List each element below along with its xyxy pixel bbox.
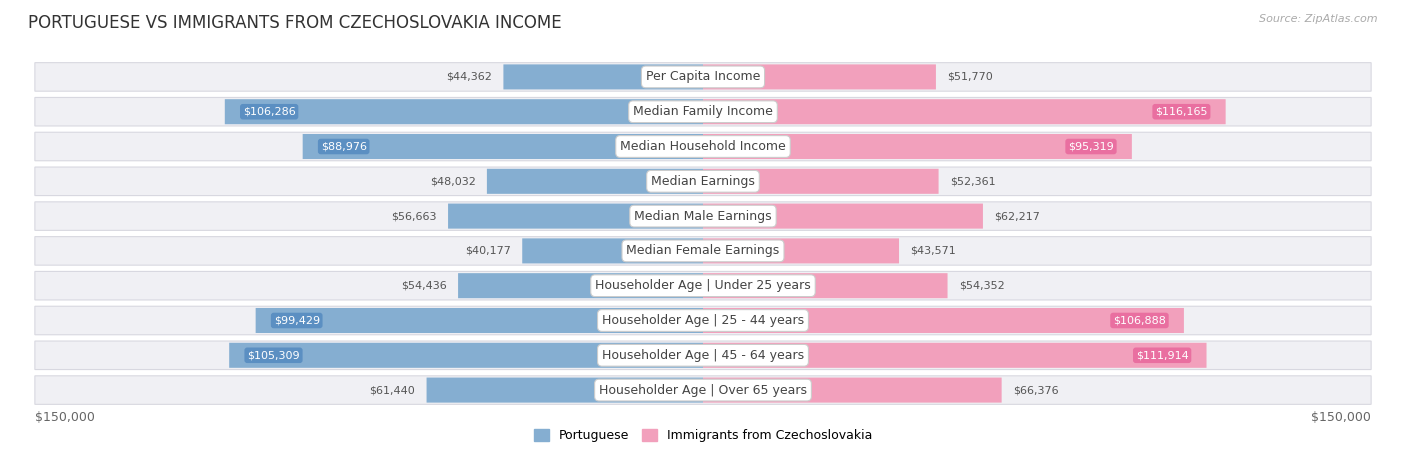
Text: Median Household Income: Median Household Income [620, 140, 786, 153]
FancyBboxPatch shape [35, 63, 1371, 91]
Text: $52,361: $52,361 [950, 177, 995, 186]
FancyBboxPatch shape [703, 343, 1206, 368]
FancyBboxPatch shape [703, 273, 948, 298]
Text: Median Female Earnings: Median Female Earnings [627, 244, 779, 257]
FancyBboxPatch shape [703, 238, 898, 263]
Legend: Portuguese, Immigrants from Czechoslovakia: Portuguese, Immigrants from Czechoslovak… [529, 425, 877, 447]
FancyBboxPatch shape [35, 167, 1371, 196]
FancyBboxPatch shape [703, 169, 939, 194]
Text: Median Family Income: Median Family Income [633, 105, 773, 118]
FancyBboxPatch shape [302, 134, 703, 159]
FancyBboxPatch shape [522, 238, 703, 263]
Text: $51,770: $51,770 [948, 72, 993, 82]
FancyBboxPatch shape [35, 237, 1371, 265]
FancyBboxPatch shape [35, 202, 1371, 230]
Text: $43,571: $43,571 [910, 246, 956, 256]
Text: $150,000: $150,000 [35, 411, 94, 424]
FancyBboxPatch shape [35, 306, 1371, 335]
Text: $54,352: $54,352 [959, 281, 1004, 290]
Text: $88,976: $88,976 [321, 142, 367, 151]
FancyBboxPatch shape [703, 64, 936, 90]
Text: $54,436: $54,436 [401, 281, 447, 290]
Text: Median Earnings: Median Earnings [651, 175, 755, 188]
Text: Householder Age | Over 65 years: Householder Age | Over 65 years [599, 383, 807, 396]
Text: $48,032: $48,032 [430, 177, 475, 186]
FancyBboxPatch shape [35, 376, 1371, 404]
Text: $61,440: $61,440 [370, 385, 415, 395]
FancyBboxPatch shape [35, 132, 1371, 161]
Text: $105,309: $105,309 [247, 350, 299, 360]
Text: $106,286: $106,286 [243, 107, 295, 117]
Text: Median Male Earnings: Median Male Earnings [634, 210, 772, 223]
FancyBboxPatch shape [703, 377, 1001, 403]
FancyBboxPatch shape [703, 134, 1132, 159]
Text: Householder Age | Under 25 years: Householder Age | Under 25 years [595, 279, 811, 292]
FancyBboxPatch shape [35, 271, 1371, 300]
Text: $99,429: $99,429 [274, 316, 319, 325]
Text: Source: ZipAtlas.com: Source: ZipAtlas.com [1260, 14, 1378, 24]
Text: Householder Age | 45 - 64 years: Householder Age | 45 - 64 years [602, 349, 804, 362]
Text: PORTUGUESE VS IMMIGRANTS FROM CZECHOSLOVAKIA INCOME: PORTUGUESE VS IMMIGRANTS FROM CZECHOSLOV… [28, 14, 562, 32]
FancyBboxPatch shape [486, 169, 703, 194]
FancyBboxPatch shape [703, 99, 1226, 124]
FancyBboxPatch shape [449, 204, 703, 229]
Text: $62,217: $62,217 [994, 211, 1040, 221]
FancyBboxPatch shape [35, 341, 1371, 369]
Text: $111,914: $111,914 [1136, 350, 1188, 360]
FancyBboxPatch shape [225, 99, 703, 124]
Text: Per Capita Income: Per Capita Income [645, 71, 761, 84]
FancyBboxPatch shape [703, 308, 1184, 333]
Text: Householder Age | 25 - 44 years: Householder Age | 25 - 44 years [602, 314, 804, 327]
FancyBboxPatch shape [256, 308, 703, 333]
Text: $66,376: $66,376 [1012, 385, 1059, 395]
FancyBboxPatch shape [458, 273, 703, 298]
Text: $40,177: $40,177 [465, 246, 510, 256]
Text: $56,663: $56,663 [391, 211, 437, 221]
Text: $116,165: $116,165 [1156, 107, 1208, 117]
FancyBboxPatch shape [229, 343, 703, 368]
FancyBboxPatch shape [35, 98, 1371, 126]
Text: $106,888: $106,888 [1114, 316, 1166, 325]
Text: $150,000: $150,000 [1312, 411, 1371, 424]
Text: $44,362: $44,362 [446, 72, 492, 82]
Text: $95,319: $95,319 [1069, 142, 1114, 151]
FancyBboxPatch shape [703, 204, 983, 229]
FancyBboxPatch shape [503, 64, 703, 90]
FancyBboxPatch shape [426, 377, 703, 403]
